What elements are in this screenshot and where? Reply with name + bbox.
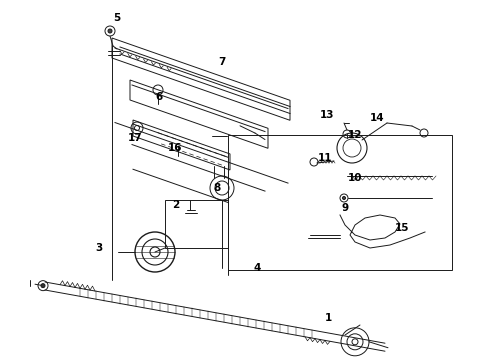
Text: 3: 3: [95, 243, 102, 253]
Circle shape: [41, 284, 45, 288]
Text: 7: 7: [218, 57, 225, 67]
Text: 8: 8: [213, 183, 220, 193]
Circle shape: [108, 29, 112, 33]
Circle shape: [343, 197, 345, 199]
Text: 15: 15: [395, 223, 410, 233]
Text: 2: 2: [172, 200, 179, 210]
Text: 14: 14: [370, 113, 385, 123]
Text: 1: 1: [325, 313, 332, 323]
Text: 9: 9: [342, 203, 349, 213]
Text: 6: 6: [155, 92, 162, 102]
Text: 10: 10: [348, 173, 363, 183]
Text: 5: 5: [113, 13, 120, 23]
Text: 16: 16: [168, 143, 182, 153]
Text: 13: 13: [320, 110, 335, 120]
Text: 12: 12: [348, 130, 363, 140]
Text: 4: 4: [253, 263, 260, 273]
Text: 17: 17: [128, 133, 143, 143]
Text: 11: 11: [318, 153, 333, 163]
